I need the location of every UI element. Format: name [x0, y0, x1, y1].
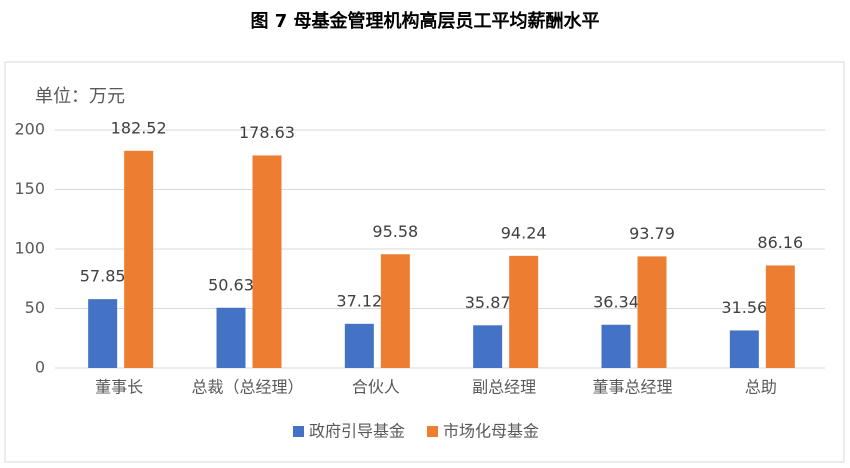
chart-frame — [4, 61, 845, 463]
y-tick-label: 200 — [14, 120, 45, 139]
x-tick-label: 副总经理 — [472, 378, 536, 397]
bar — [88, 299, 118, 368]
data-label: 37.12 — [336, 291, 382, 310]
bar — [637, 256, 667, 368]
bar — [380, 254, 410, 368]
bar — [729, 330, 759, 368]
bar — [509, 255, 539, 368]
unit-label: 单位：万元 — [35, 86, 125, 107]
bar — [601, 324, 631, 368]
x-tick-label: 合伙人 — [352, 378, 400, 397]
data-label: 86.16 — [757, 233, 803, 252]
data-label: 35.87 — [465, 293, 511, 312]
legend-label: 政府引导基金 — [309, 422, 405, 441]
x-tick-label: 董事总经理 — [592, 378, 672, 397]
bar — [765, 265, 795, 368]
data-label: 178.63 — [239, 123, 295, 142]
bar — [124, 150, 154, 368]
bar — [344, 323, 374, 368]
legend-swatch — [427, 426, 439, 437]
x-tick-label: 总助 — [745, 378, 777, 397]
data-label: 31.56 — [721, 298, 767, 317]
data-label: 36.34 — [593, 292, 639, 311]
y-tick-label: 100 — [14, 239, 45, 258]
chart-title: 图 7 母基金管理机构高层员工平均薪酬水平 — [250, 10, 599, 32]
x-tick-label: 总裁（总经理） — [191, 378, 303, 397]
data-label: 182.52 — [111, 118, 167, 137]
bar — [252, 155, 282, 368]
x-tick-label: 董事长 — [95, 378, 143, 397]
data-label: 95.58 — [372, 222, 418, 241]
y-tick-label: 150 — [14, 179, 45, 198]
y-tick-label: 0 — [35, 358, 45, 377]
data-label: 94.24 — [501, 223, 547, 242]
bar — [473, 325, 503, 368]
y-tick-label: 50 — [25, 298, 45, 317]
legend-label: 市场化母基金 — [443, 422, 539, 441]
data-label: 57.85 — [80, 267, 126, 286]
bar — [216, 307, 246, 368]
data-label: 93.79 — [629, 224, 675, 243]
legend-swatch — [293, 426, 304, 437]
data-label: 50.63 — [208, 275, 254, 294]
